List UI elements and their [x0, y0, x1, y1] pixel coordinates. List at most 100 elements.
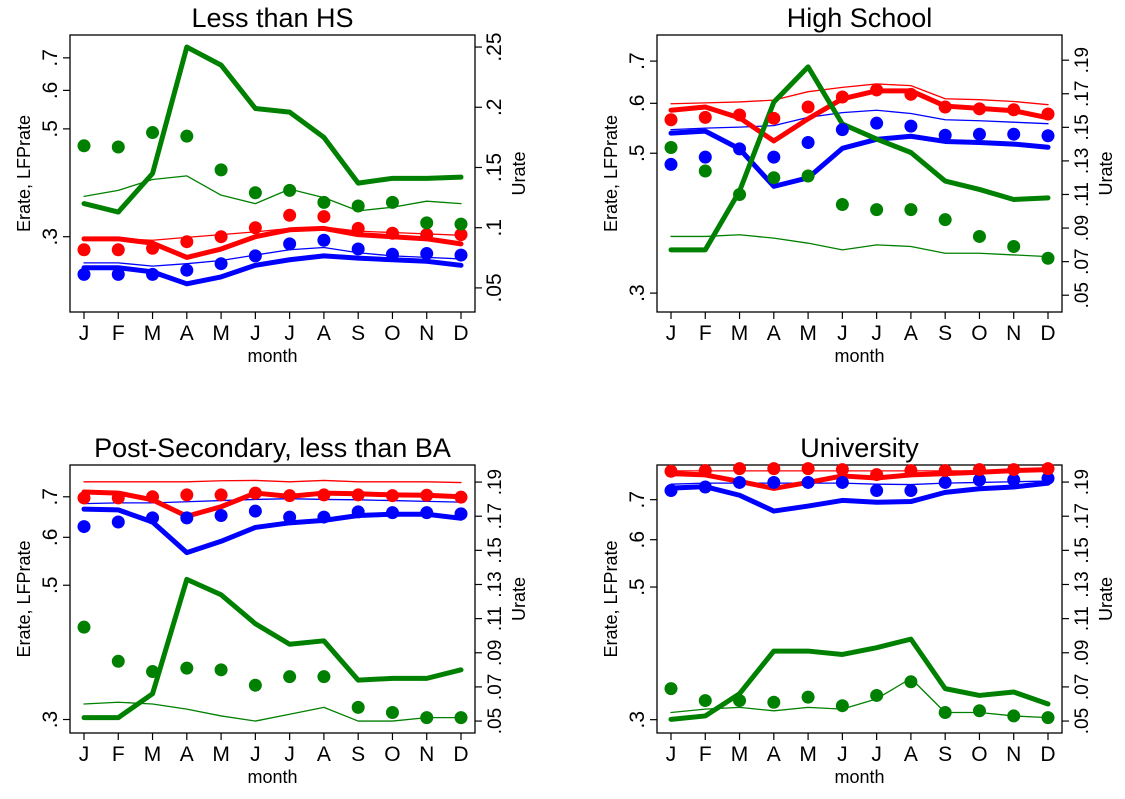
lfprate-dot: [1041, 462, 1055, 476]
x-tick-label: N: [419, 322, 434, 345]
erate-dot: [938, 128, 952, 142]
plot-frame: [69, 34, 476, 313]
lfprate-dot: [733, 108, 747, 122]
y-left-tick-label: .5: [39, 576, 62, 594]
erate-thick-line: [668, 128, 1051, 189]
y-right-tick-label: .11: [485, 606, 506, 631]
urate-thin-line: [670, 677, 1049, 719]
lfprate-dot: [214, 230, 228, 244]
erate-dot: [248, 504, 262, 518]
erate-dot: [454, 507, 468, 521]
urate-dot: [835, 699, 849, 713]
y-left-tick-label: .3: [39, 711, 62, 729]
lfprate-dot: [972, 102, 986, 116]
erate-dot: [1007, 127, 1021, 141]
y-right-tick-label: .09: [1072, 215, 1093, 241]
erate-dot: [214, 257, 228, 271]
lfprate-dot: [146, 490, 160, 504]
lfprate-dot: [664, 464, 678, 478]
y-left-tick-label: .7: [39, 49, 62, 67]
x-tick-label: D: [453, 743, 468, 766]
lfprate-dot: [180, 235, 194, 249]
erate-dot: [180, 263, 194, 277]
x-tick-label: A: [317, 322, 331, 345]
erate-dot: [317, 510, 331, 524]
urate-dot: [385, 706, 399, 720]
lfprate-dot: [767, 111, 781, 125]
x-tick-label: M: [731, 743, 749, 766]
urate-dot: [214, 663, 228, 677]
chart-title: High School: [787, 3, 933, 33]
urate-thick-line: [81, 576, 464, 721]
y-right-tick-label: .09: [485, 640, 506, 666]
y-right-tick-label: .15: [1072, 114, 1093, 140]
x-tick-label: J: [837, 322, 848, 345]
erate-dot: [111, 515, 125, 529]
urate-dot: [835, 198, 849, 212]
urate-thick-line: [81, 44, 464, 215]
urate-dot: [111, 654, 125, 668]
urate-dot: [870, 688, 884, 702]
erate-dot: [111, 267, 125, 281]
lfprate-thin-series: [83, 479, 462, 484]
lfprate-dot: [835, 90, 849, 104]
urate-dot: [180, 661, 194, 675]
lfprate-dots-series: [664, 83, 1055, 127]
x-tick-label: A: [180, 322, 194, 345]
x-tick-label: M: [144, 743, 162, 766]
y-left-tick-label: .3: [39, 228, 62, 246]
urate-dot: [938, 213, 952, 227]
erate-dot: [664, 157, 678, 171]
urate-dot: [1007, 709, 1021, 723]
erate-thin-series: [670, 109, 1049, 131]
x-axis-label: month: [834, 346, 884, 366]
erate-dot: [733, 475, 747, 489]
lfprate-dot: [767, 462, 781, 476]
lfprate-dot: [835, 463, 849, 477]
y-right-tick-label: .13: [1072, 571, 1093, 597]
y-right-tick-label: .05: [483, 273, 506, 302]
y-right-tick-label: .07: [485, 674, 506, 700]
x-tick-label: J: [871, 743, 882, 766]
lfprate-dot: [420, 228, 434, 242]
x-tick-label: J: [871, 322, 882, 345]
urate-dot: [801, 690, 815, 704]
urate-dot: [420, 711, 434, 725]
lfprate-dot: [733, 462, 747, 476]
urate-dot: [664, 682, 678, 696]
y-right-tick-label: .07: [1072, 248, 1093, 274]
x-tick-label: J: [250, 743, 261, 766]
x-tick-label: M: [212, 743, 230, 766]
y-right-tick-label: .19: [1072, 47, 1093, 73]
urate-dot: [283, 183, 297, 197]
y-right-tick-label: .25: [483, 32, 506, 61]
lfprate-dot: [938, 464, 952, 478]
x-tick-label: M: [799, 322, 817, 345]
y-right-axis-label: Urate: [1096, 577, 1116, 621]
urate-dot: [733, 187, 747, 201]
y-left-tick-label: .6: [39, 82, 62, 100]
erate-dot: [698, 150, 712, 164]
erate-thick-series: [81, 506, 464, 556]
lfprate-dot: [870, 83, 884, 97]
x-tick-label: A: [904, 743, 918, 766]
lfprate-dot: [283, 489, 297, 503]
erate-dot: [77, 267, 91, 281]
y-right-tick-label: .09: [1072, 640, 1093, 666]
erate-dot: [420, 247, 434, 261]
erate-dot: [1041, 471, 1055, 485]
urate-dot: [938, 706, 952, 720]
urate-dots-series: [77, 620, 468, 725]
x-tick-label: J: [666, 743, 677, 766]
x-tick-label: A: [317, 743, 331, 766]
y-left-tick-label: .3: [626, 284, 649, 302]
urate-dot: [698, 164, 712, 178]
erate-dots-series: [77, 233, 468, 281]
urate-dot: [77, 139, 91, 153]
lfprate-dot: [664, 113, 678, 127]
lfprate-thick-series: [81, 225, 464, 260]
erate-dot: [1041, 129, 1055, 143]
urate-dots-series: [664, 140, 1055, 265]
y-right-tick-label: .17: [1072, 503, 1093, 529]
